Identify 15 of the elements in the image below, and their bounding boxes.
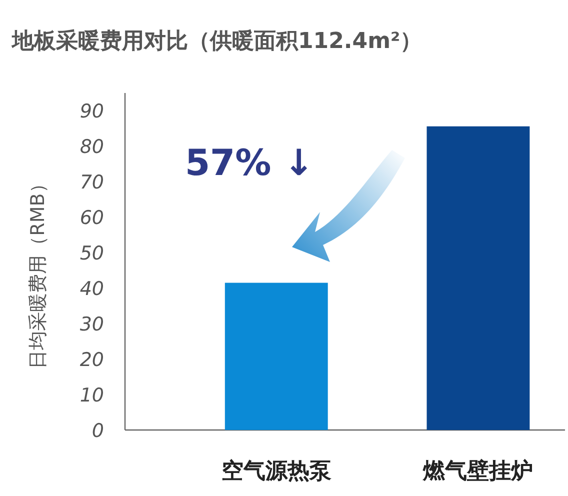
- y-tick-label: 60: [80, 207, 104, 230]
- y-axis-title: 日均采暖费用（RMB）: [27, 174, 49, 369]
- y-tick-label: 40: [80, 278, 104, 300]
- annotation: 57% ↓: [185, 143, 314, 184]
- y-tick-label: 50: [80, 242, 104, 265]
- x-tick-label: 空气源热泵: [221, 458, 332, 484]
- y-tick-label: 20: [80, 349, 104, 372]
- y-tick-label: 80: [80, 136, 104, 158]
- chart-title: 地板采暖费用对比（供暖面积112.4m²）: [11, 29, 422, 54]
- y-tick-label: 70: [80, 172, 104, 194]
- y-tick-label: 10: [80, 384, 104, 407]
- y-tick-label: 0: [92, 420, 104, 442]
- y-tick-label: 90: [80, 100, 104, 123]
- y-tick-label: 30: [80, 314, 104, 336]
- x-tick-label: 燃气壁挂炉: [422, 458, 534, 484]
